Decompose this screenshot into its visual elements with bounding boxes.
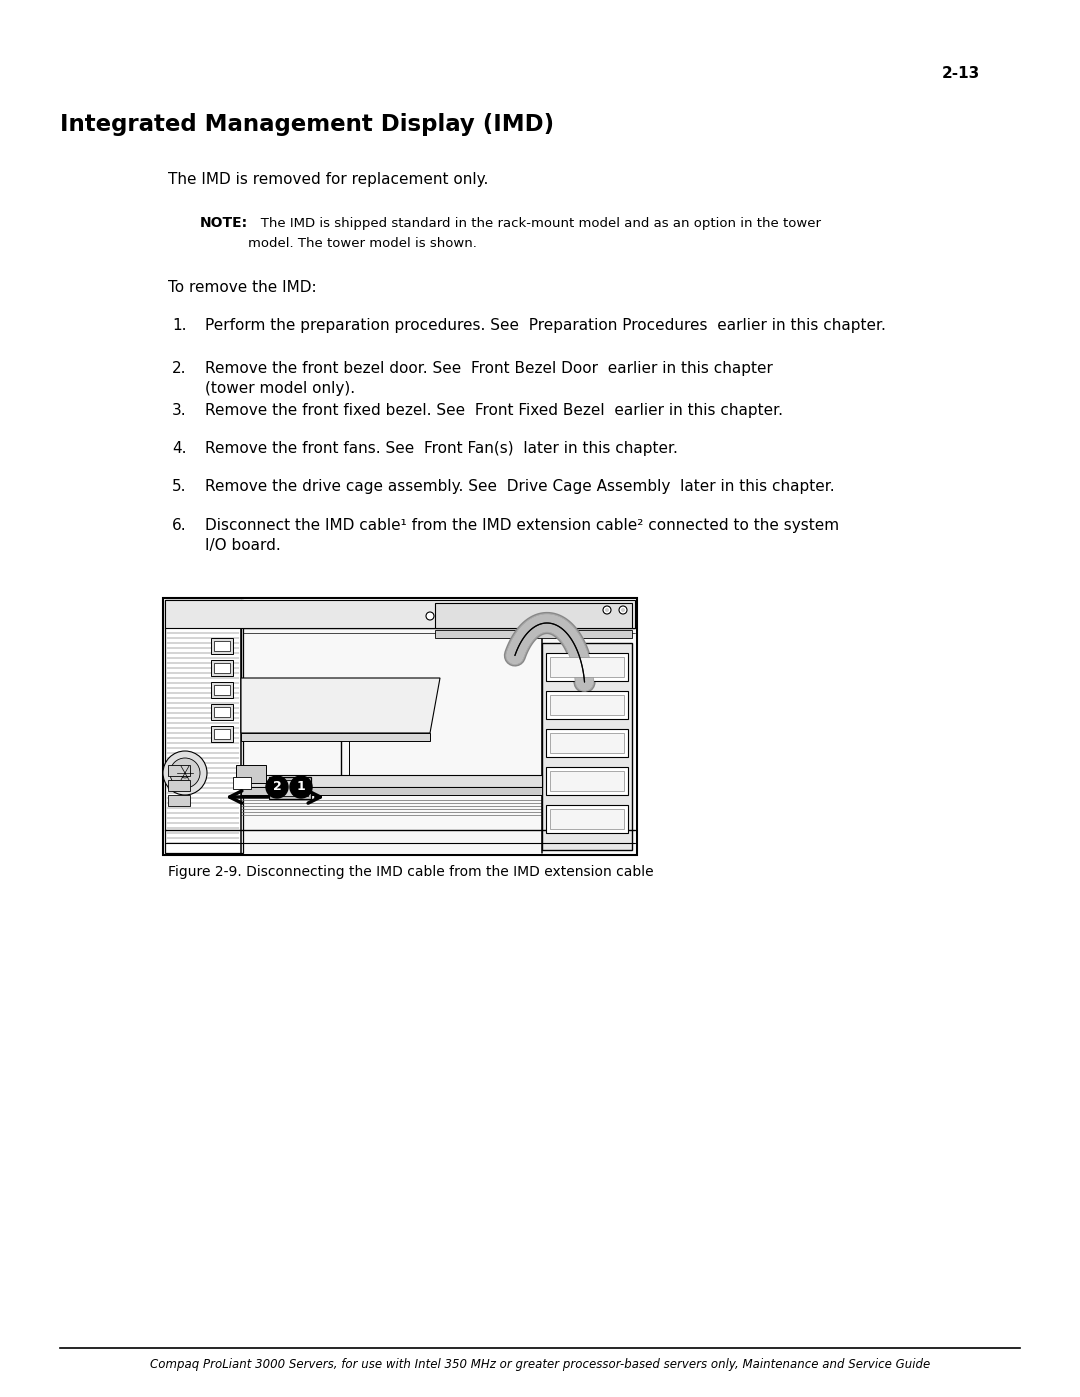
- Bar: [211, 682, 233, 698]
- Bar: [272, 780, 308, 796]
- Bar: [211, 659, 233, 676]
- Polygon shape: [241, 678, 440, 733]
- Text: 1: 1: [297, 781, 306, 793]
- Bar: [546, 692, 627, 719]
- Bar: [165, 599, 635, 854]
- Text: Compaq ProLiant 3000 Servers, for use with Intel 350 MHz or greater processor-ba: Compaq ProLiant 3000 Servers, for use wi…: [150, 1358, 930, 1370]
- Bar: [211, 704, 233, 719]
- Text: 2-13: 2-13: [942, 66, 981, 81]
- Text: 5.: 5.: [172, 479, 187, 495]
- Bar: [211, 726, 233, 742]
- Bar: [269, 777, 311, 799]
- Circle shape: [291, 775, 312, 798]
- Bar: [214, 685, 230, 694]
- Bar: [546, 729, 627, 757]
- Text: Remove the front fixed bezel. See  Front Fixed Bezel  earlier in this chapter.: Remove the front fixed bezel. See Front …: [205, 402, 783, 418]
- Text: Remove the drive cage assembly. See  Drive Cage Assembly  later in this chapter.: Remove the drive cage assembly. See Driv…: [205, 479, 835, 495]
- Bar: [168, 780, 190, 791]
- Circle shape: [163, 752, 207, 795]
- Text: 1.: 1.: [172, 319, 187, 332]
- Bar: [211, 638, 233, 654]
- Text: 3.: 3.: [172, 402, 187, 418]
- Text: The IMD is removed for replacement only.: The IMD is removed for replacement only.: [168, 172, 488, 187]
- Text: (tower model only).: (tower model only).: [205, 381, 355, 395]
- Text: Integrated Management Display (IMD): Integrated Management Display (IMD): [60, 113, 554, 136]
- Circle shape: [180, 768, 190, 778]
- Bar: [550, 771, 624, 791]
- Bar: [435, 630, 632, 638]
- Bar: [168, 766, 190, 775]
- Bar: [546, 805, 627, 833]
- Text: Figure 2-9. Disconnecting the IMD cable from the IMD extension cable: Figure 2-9. Disconnecting the IMD cable …: [168, 865, 653, 879]
- Bar: [233, 777, 251, 789]
- Bar: [550, 809, 624, 828]
- Text: To remove the IMD:: To remove the IMD:: [168, 279, 316, 295]
- Text: 2.: 2.: [172, 360, 187, 376]
- Bar: [214, 707, 230, 717]
- Text: Disconnect the IMD cable¹ from the IMD extension cable² connected to the system: Disconnect the IMD cable¹ from the IMD e…: [205, 518, 839, 534]
- Bar: [237, 766, 266, 782]
- Text: 2: 2: [272, 781, 282, 793]
- Bar: [550, 657, 624, 678]
- Bar: [241, 787, 542, 795]
- Bar: [168, 795, 190, 806]
- Text: 6.: 6.: [172, 518, 187, 534]
- Text: Perform the preparation procedures. See  Preparation Procedures  earlier in this: Perform the preparation procedures. See …: [205, 319, 886, 332]
- Bar: [165, 599, 243, 854]
- Bar: [214, 641, 230, 651]
- Bar: [165, 599, 635, 629]
- Circle shape: [603, 606, 611, 615]
- Bar: [214, 664, 230, 673]
- Bar: [435, 604, 632, 629]
- Text: NOTE:: NOTE:: [200, 217, 248, 231]
- Circle shape: [621, 608, 625, 612]
- Bar: [163, 598, 637, 855]
- Bar: [546, 767, 627, 795]
- Circle shape: [426, 612, 434, 620]
- Bar: [241, 775, 542, 787]
- Text: 4.: 4.: [172, 441, 187, 455]
- Bar: [546, 652, 627, 680]
- Polygon shape: [241, 733, 430, 740]
- Circle shape: [266, 775, 288, 798]
- Text: model. The tower model is shown.: model. The tower model is shown.: [248, 237, 477, 250]
- Text: Remove the front fans. See  Front Fan(s)  later in this chapter.: Remove the front fans. See Front Fan(s) …: [205, 441, 678, 455]
- Bar: [550, 694, 624, 715]
- Bar: [214, 729, 230, 739]
- Text: I/O board.: I/O board.: [205, 538, 281, 553]
- Bar: [542, 643, 632, 849]
- Bar: [550, 733, 624, 753]
- Circle shape: [605, 608, 609, 612]
- Circle shape: [619, 606, 627, 615]
- Text: The IMD is shipped standard in the rack-mount model and as an option in the towe: The IMD is shipped standard in the rack-…: [248, 217, 821, 231]
- Circle shape: [170, 759, 200, 788]
- Text: Remove the front bezel door. See  Front Bezel Door  earlier in this chapter: Remove the front bezel door. See Front B…: [205, 360, 773, 376]
